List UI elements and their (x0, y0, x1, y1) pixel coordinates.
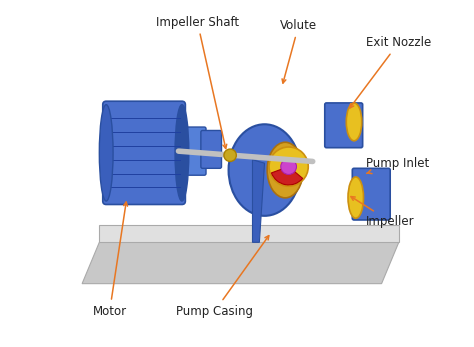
Text: Pump Inlet: Pump Inlet (366, 157, 429, 174)
FancyBboxPatch shape (352, 168, 390, 220)
FancyBboxPatch shape (201, 130, 221, 168)
Ellipse shape (175, 105, 189, 201)
Circle shape (281, 159, 296, 175)
Text: Impeller Shaft: Impeller Shaft (156, 16, 239, 149)
Ellipse shape (348, 177, 364, 218)
Text: Volute: Volute (280, 19, 317, 83)
Text: Pump Casing: Pump Casing (176, 236, 269, 318)
FancyBboxPatch shape (325, 103, 363, 148)
Wedge shape (272, 167, 303, 185)
Circle shape (224, 149, 237, 161)
Text: Impeller: Impeller (351, 196, 415, 228)
FancyBboxPatch shape (179, 127, 206, 175)
Polygon shape (253, 160, 264, 242)
Ellipse shape (267, 142, 303, 198)
Ellipse shape (346, 103, 362, 141)
Polygon shape (82, 242, 399, 283)
Text: Motor: Motor (92, 202, 128, 318)
FancyBboxPatch shape (103, 101, 185, 204)
Ellipse shape (100, 105, 113, 201)
Circle shape (269, 147, 308, 186)
Text: Exit Nozzle: Exit Nozzle (350, 36, 431, 108)
Polygon shape (100, 225, 399, 242)
Ellipse shape (228, 124, 301, 216)
